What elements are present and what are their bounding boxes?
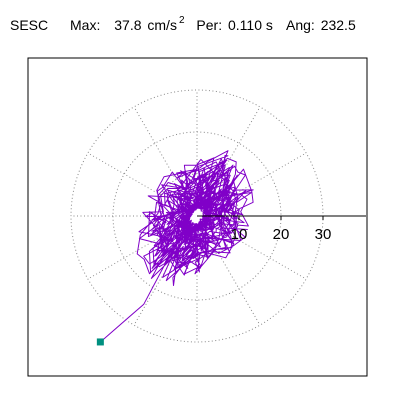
- chart-header: SESC Max: 37.8 cm/s 2 Per: 0.110 s Ang: 2…: [10, 15, 358, 33]
- radial-tick-label: 10: [231, 226, 248, 243]
- grid-spoke: [133, 106, 177, 180]
- peak-marker: [96, 338, 104, 346]
- grid-spoke: [133, 252, 177, 326]
- orbit-trace: [96, 150, 254, 346]
- radial-tick-label: 30: [315, 226, 332, 243]
- max-label: Max:: [70, 16, 101, 33]
- max-unit: cm/s: [147, 16, 177, 33]
- radial-axis: 10 20 30: [197, 215, 366, 243]
- radial-tick-label: 20: [273, 226, 290, 243]
- grid-spoke: [87, 236, 161, 280]
- max-value: 37.8: [114, 16, 142, 33]
- grid-spoke: [233, 236, 307, 280]
- orbit-trace-line: [100, 150, 254, 343]
- max-unit-exponent: 2: [178, 15, 185, 26]
- station-code: SESC: [10, 16, 49, 33]
- period-value: 0.110 s: [227, 16, 273, 33]
- grid-spoke: [87, 152, 161, 196]
- grid-spoke: [233, 152, 307, 196]
- grid-spoke: [217, 252, 261, 326]
- angle-label: Ang:: [286, 16, 315, 33]
- plot-frame: [27, 57, 368, 377]
- angle-value: 232.5: [320, 16, 356, 33]
- period-label: Per:: [196, 16, 223, 33]
